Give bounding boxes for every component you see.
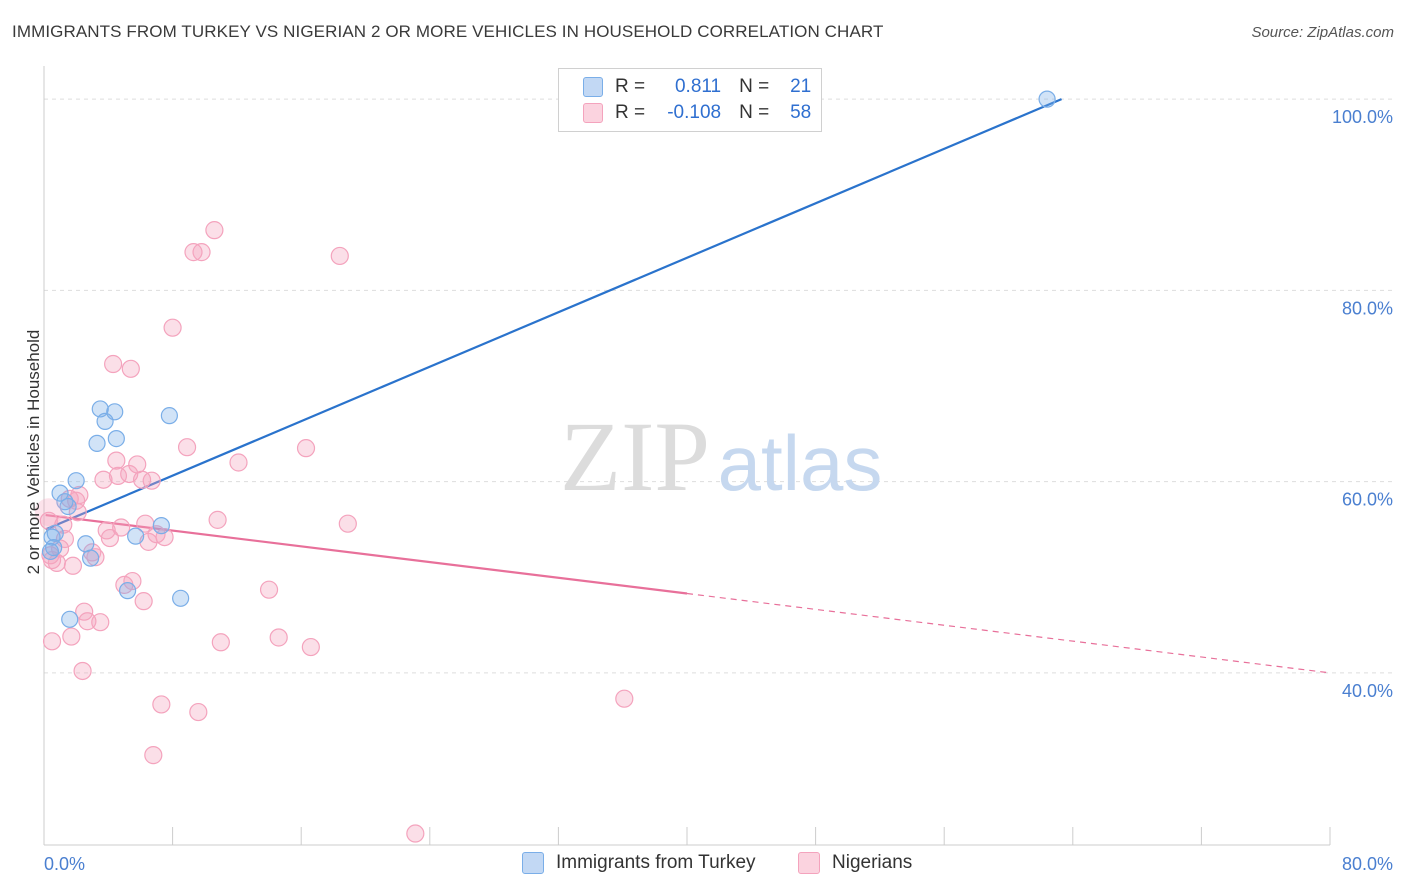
- legend-item-nigerian[interactable]: Nigerians: [798, 852, 912, 874]
- turkey-point: [118, 582, 137, 600]
- nigerian-trend-extension: [686, 592, 1331, 674]
- turkey-point: [46, 524, 64, 542]
- gridlines: [44, 98, 1395, 674]
- turkey-point: [67, 472, 85, 490]
- turkey-point: [61, 610, 79, 628]
- nigerian-point: [73, 661, 92, 681]
- watermark: ZIP atlas: [560, 401, 882, 512]
- nigerian-point: [269, 628, 288, 647]
- legend-r-label: R =: [615, 102, 646, 123]
- turkey-trend-line: [45, 98, 1062, 531]
- nigerian-point: [63, 556, 83, 575]
- nigerian-point: [42, 632, 62, 651]
- nigerian-point: [104, 354, 123, 374]
- watermark-zip: ZIP: [560, 401, 710, 512]
- nigerian-point: [155, 527, 174, 547]
- nigerian-point: [406, 824, 425, 843]
- turkey-swatch: [583, 77, 603, 97]
- nigerian-point: [192, 243, 211, 262]
- nigerian-point: [107, 451, 126, 470]
- x-tick-label-max: 80.0%: [1342, 854, 1393, 874]
- turkey-point: [45, 539, 63, 557]
- legend-r-value: 0.811: [674, 76, 722, 97]
- nigerian-point: [142, 471, 161, 490]
- legend-row-nigerian: R = -0.108 N = 58: [583, 101, 811, 125]
- nigerian-point: [128, 455, 147, 474]
- nigerian-point: [144, 746, 163, 765]
- nigerian-point: [615, 689, 634, 708]
- nigerian-point: [229, 453, 248, 472]
- axes: [43, 66, 1331, 846]
- legend-n-label: N =: [739, 102, 770, 123]
- turkey-point: [59, 497, 77, 516]
- nigerian-point: [62, 627, 81, 646]
- legend-r-value: -0.108: [667, 102, 722, 123]
- trend-lines: [45, 98, 1331, 674]
- nigerian-point: [78, 612, 97, 631]
- nigerian-point: [177, 438, 197, 457]
- turkey-point: [106, 403, 124, 421]
- data-points: [34, 90, 1056, 843]
- nigerian-legend-label: Nigerians: [832, 852, 913, 873]
- series-legend: Immigrants from Turkey Nigerians: [0, 852, 1406, 878]
- nigerian-point: [123, 571, 142, 591]
- nigerian-point: [330, 246, 349, 266]
- nigerian-point: [34, 498, 63, 527]
- nigerian-point: [70, 485, 89, 505]
- legend-n-value: 58: [790, 102, 812, 123]
- chart-source: Source: ZipAtlas.com: [1251, 24, 1394, 41]
- tick-labels: 40.0% 60.0% 80.0% 100.0% 0.0% 80.0%: [44, 107, 1393, 874]
- nigerian-point: [152, 695, 171, 714]
- y-tick-label: 60.0%: [1342, 490, 1393, 510]
- x-tick-label-min: 0.0%: [44, 854, 85, 874]
- turkey-legend-label: Immigrants from Turkey: [556, 852, 756, 873]
- nigerian-point: [134, 592, 153, 611]
- y-tick-label: 80.0%: [1342, 298, 1393, 318]
- turkey-point: [1038, 90, 1056, 108]
- turkey-point: [107, 429, 125, 448]
- nigerian-point: [75, 602, 94, 621]
- y-axis-label: 2 or more Vehicles in Household: [24, 329, 43, 575]
- nigerian-point: [108, 466, 128, 485]
- nigerian-legend-swatch: [798, 852, 820, 874]
- nigerian-point: [301, 637, 320, 657]
- nigerian-point: [189, 702, 208, 722]
- nigerian-point: [94, 470, 113, 489]
- turkey-legend-swatch: [522, 852, 544, 874]
- stats-legend: R = 0.811 N = 21 R = -0.108 N = 58: [558, 68, 822, 132]
- turkey-point: [56, 493, 74, 511]
- turkey-point: [82, 549, 100, 567]
- nigerian-point: [86, 548, 105, 567]
- nigerian-point: [100, 528, 120, 548]
- nigerian-point: [205, 221, 224, 240]
- legend-n-label: N =: [739, 76, 770, 97]
- nigerian-point: [296, 439, 316, 458]
- legend-row-turkey: R = 0.811 N = 21: [583, 75, 811, 99]
- turkey-point: [160, 407, 178, 425]
- nigerian-point: [208, 510, 227, 529]
- nigerian-point: [211, 633, 230, 652]
- chart-title: IMMIGRANTS FROM TURKEY VS NIGERIAN 2 OR …: [12, 22, 884, 41]
- nigerian-point: [132, 470, 152, 489]
- legend-n-value: 21: [790, 76, 812, 97]
- nigerian-point: [338, 514, 357, 533]
- nigerian-point: [121, 359, 140, 378]
- nigerian-point: [163, 318, 182, 337]
- y-tick-label: 40.0%: [1342, 681, 1393, 701]
- turkey-point: [51, 484, 69, 502]
- nigerian-swatch: [583, 103, 603, 123]
- turkey-point: [77, 535, 95, 553]
- turkey-point: [88, 434, 106, 452]
- turkey-point: [172, 589, 190, 607]
- nigerian-point: [91, 613, 110, 632]
- turkey-point: [127, 527, 145, 545]
- legend-r-label: R =: [615, 76, 646, 97]
- turkey-point: [152, 517, 170, 535]
- watermark-atlas: atlas: [718, 419, 883, 507]
- legend-item-turkey[interactable]: Immigrants from Turkey: [522, 852, 756, 874]
- nigerian-point: [259, 580, 279, 599]
- y-tick-label: 100.0%: [1332, 107, 1393, 127]
- nigerian-point: [112, 518, 131, 537]
